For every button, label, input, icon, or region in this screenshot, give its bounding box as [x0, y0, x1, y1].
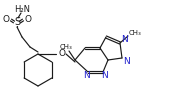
Text: S: S	[14, 17, 20, 27]
Text: N: N	[122, 36, 128, 44]
Text: O: O	[2, 14, 10, 24]
Text: O: O	[24, 14, 32, 24]
Text: N: N	[124, 56, 130, 65]
Text: O: O	[58, 49, 65, 59]
Text: CH₃: CH₃	[129, 30, 141, 36]
Text: N: N	[101, 71, 107, 80]
Text: N: N	[84, 71, 90, 80]
Text: H₂N: H₂N	[14, 5, 30, 14]
Text: CH₃: CH₃	[60, 44, 72, 50]
